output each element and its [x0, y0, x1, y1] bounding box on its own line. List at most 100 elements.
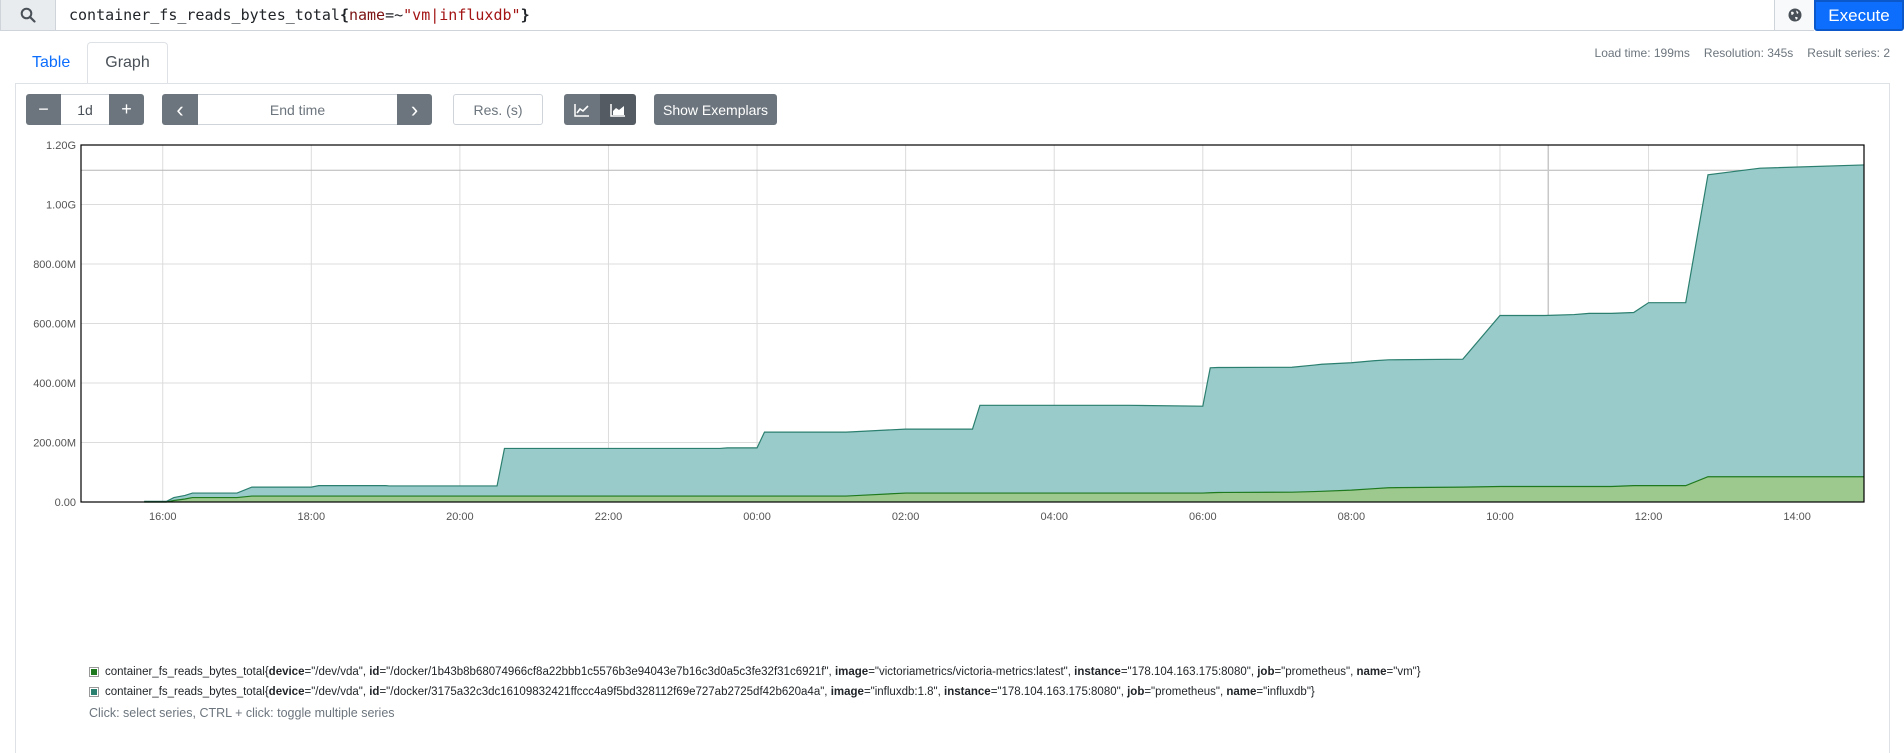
legend-label-value: ="178.104.163.175:8080",: [1120, 666, 1258, 678]
tab-table[interactable]: Table: [32, 54, 71, 71]
resolution-input[interactable]: Res. (s): [453, 94, 543, 125]
x-tick-label: 02:00: [892, 511, 920, 523]
x-tick-label: 22:00: [595, 511, 623, 523]
x-tick-label: 18:00: [298, 511, 326, 523]
query-metric: container_fs_reads_bytes_total: [69, 6, 340, 24]
x-tick-label: 00:00: [743, 511, 771, 523]
legend-item-vm[interactable]: container_fs_reads_bytes_total{device="/…: [89, 662, 1421, 682]
decrease-range-button[interactable]: −: [26, 94, 61, 125]
expression-input[interactable]: container_fs_reads_bytes_total{name =~ "vm…: [56, 0, 1774, 31]
legend-label-key: device: [268, 686, 305, 698]
y-axis-ticks: 0.00 200.00M 400.00M 600.00M 800.00M 1.00G 1.2…: [33, 140, 76, 509]
legend-label-value: ="vm": [1386, 666, 1417, 678]
series-line-vm: [144, 476, 1864, 503]
legend-label-value: ="victoriametrics/victoria-metrics:lates…: [868, 666, 1075, 678]
end-time-group: ‹ End time ›: [162, 94, 432, 125]
tab-graph[interactable]: Graph: [87, 42, 168, 84]
legend-label-key: job: [1257, 666, 1275, 678]
range-input-group: − 1d +: [26, 94, 144, 125]
legend-label-key: id: [369, 666, 380, 678]
x-tick-label: 14:00: [1783, 511, 1811, 523]
graph-chart[interactable]: 0.00 200.00M 400.00M 600.00M 800.00M 1.00G 1.2…: [0, 130, 1904, 640]
query-stats: Load time: 199ms Resolution: 345s Result…: [1595, 46, 1890, 60]
query-label-name: name: [348, 6, 386, 24]
x-tick-label: 20:00: [446, 511, 474, 523]
tab-bar: Table Graph: [15, 42, 168, 84]
x-axis-ticks: 16:00 18:00 20:00 22:00 00:00 02:00 04:00 06:00…: [149, 511, 1811, 523]
legend-label-value: ="influxdb": [1256, 686, 1311, 698]
plot-frame: [80, 144, 1865, 503]
legend-item-influxdb[interactable]: container_fs_reads_bytes_total{device="/…: [89, 682, 1421, 702]
legend-label-key: device: [268, 666, 305, 678]
x-tick-label: 04:00: [1040, 511, 1068, 523]
y-tick-label: 1.00G: [46, 200, 76, 212]
legend-label-key: job: [1127, 686, 1145, 698]
y-tick-label: 800.00M: [33, 259, 76, 271]
x-tick-label: 10:00: [1486, 511, 1514, 523]
end-time-input[interactable]: End time: [198, 94, 397, 125]
legend-label-value: ="/dev/vda",: [304, 686, 370, 698]
legend: container_fs_reads_bytes_total{device="/…: [89, 662, 1421, 702]
legend-label-key: id: [369, 686, 380, 698]
load-time: Load time: 199ms: [1594, 46, 1690, 60]
series-swatch: [89, 687, 99, 697]
legend-label-value: ="prometheus",: [1274, 666, 1357, 678]
legend-label-key: name: [1356, 666, 1387, 678]
stack-toggle-group: [564, 94, 636, 125]
resolution: Resolution: 345s: [1703, 46, 1794, 60]
legend-metric-name: container_fs_reads_bytes_total{: [105, 666, 269, 678]
y-tick-label: 400.00M: [33, 378, 76, 390]
area-chart-icon: [610, 103, 625, 117]
next-time-button[interactable]: ›: [397, 94, 432, 125]
legend-label-value: ="/dev/vda",: [304, 666, 370, 678]
legend-close-brace: }: [1310, 686, 1315, 698]
x-tick-label: 12:00: [1635, 511, 1663, 523]
legend-label-key: image: [830, 686, 864, 698]
legend-label-value: ="178.104.163.175:8080",: [990, 686, 1128, 698]
graph-panel: [15, 83, 1890, 753]
y-tick-label: 600.00M: [33, 319, 76, 331]
show-exemplars-button[interactable]: Show Exemplars: [654, 94, 778, 125]
graph-controls: − 1d + ‹ End time › Res. (s) Show Exempl…: [26, 94, 778, 125]
previous-time-button[interactable]: ‹: [162, 94, 198, 125]
unstacked-button[interactable]: [564, 94, 600, 125]
legend-label-key: name: [1226, 686, 1257, 698]
legend-label-value: ="/docker/1b43b8b68074966cf8a22bbb1c5576…: [379, 666, 835, 678]
query-close-brace: }: [520, 6, 530, 24]
legend-label-key: image: [834, 666, 869, 678]
metrics-explorer-button[interactable]: [1774, 0, 1814, 31]
legend-close-brace: }: [1416, 666, 1421, 678]
x-tick-label: 06:00: [1189, 511, 1217, 523]
series-swatch: [89, 667, 99, 677]
stacked-button[interactable]: [600, 94, 636, 125]
query-label-value: "vm|influxdb": [403, 6, 521, 24]
search-icon: [0, 0, 56, 31]
chart-series: [144, 164, 1865, 503]
legend-metric-name: container_fs_reads_bytes_total{: [105, 686, 269, 698]
y-tick-label: 0.00: [55, 497, 76, 509]
y-tick-label: 1.20G: [46, 140, 76, 152]
x-tick-label: 16:00: [149, 511, 177, 523]
legend-label-value: ="/docker/3175a32c3dc16109832421ffccc4a9…: [379, 686, 831, 698]
series-area-influxdb[interactable]: [144, 164, 1864, 502]
series-label: container_fs_reads_bytes_total{device="/…: [105, 686, 1315, 698]
series-area-vm[interactable]: [144, 476, 1864, 502]
series-label: container_fs_reads_bytes_total{device="/…: [105, 666, 1421, 678]
result-series: Result series: 2: [1807, 46, 1890, 60]
increase-range-button[interactable]: +: [109, 94, 144, 125]
x-tick-label: 08:00: [1338, 511, 1366, 523]
legend-label-key: instance: [1074, 666, 1121, 678]
chart-svg[interactable]: 0.00 200.00M 400.00M 600.00M 800.00M 1.00G 1.2…: [0, 130, 1904, 640]
line-chart-icon: [574, 103, 589, 117]
legend-label-key: instance: [944, 686, 991, 698]
globe-icon: [1788, 8, 1801, 22]
query-open-brace: {: [339, 6, 349, 24]
series-line-influxdb: [144, 164, 1865, 503]
query-bar: container_fs_reads_bytes_total{name =~ "vm…: [0, 0, 1904, 31]
execute-button[interactable]: Execute: [1814, 0, 1904, 31]
query-operator: =~: [385, 6, 404, 24]
legend-label-value: ="influxdb:1.8",: [863, 686, 945, 698]
y-tick-label: 200.00M: [33, 438, 76, 450]
legend-hint: Click: select series, CTRL + click: togg…: [89, 706, 395, 720]
range-input[interactable]: 1d: [61, 94, 109, 125]
